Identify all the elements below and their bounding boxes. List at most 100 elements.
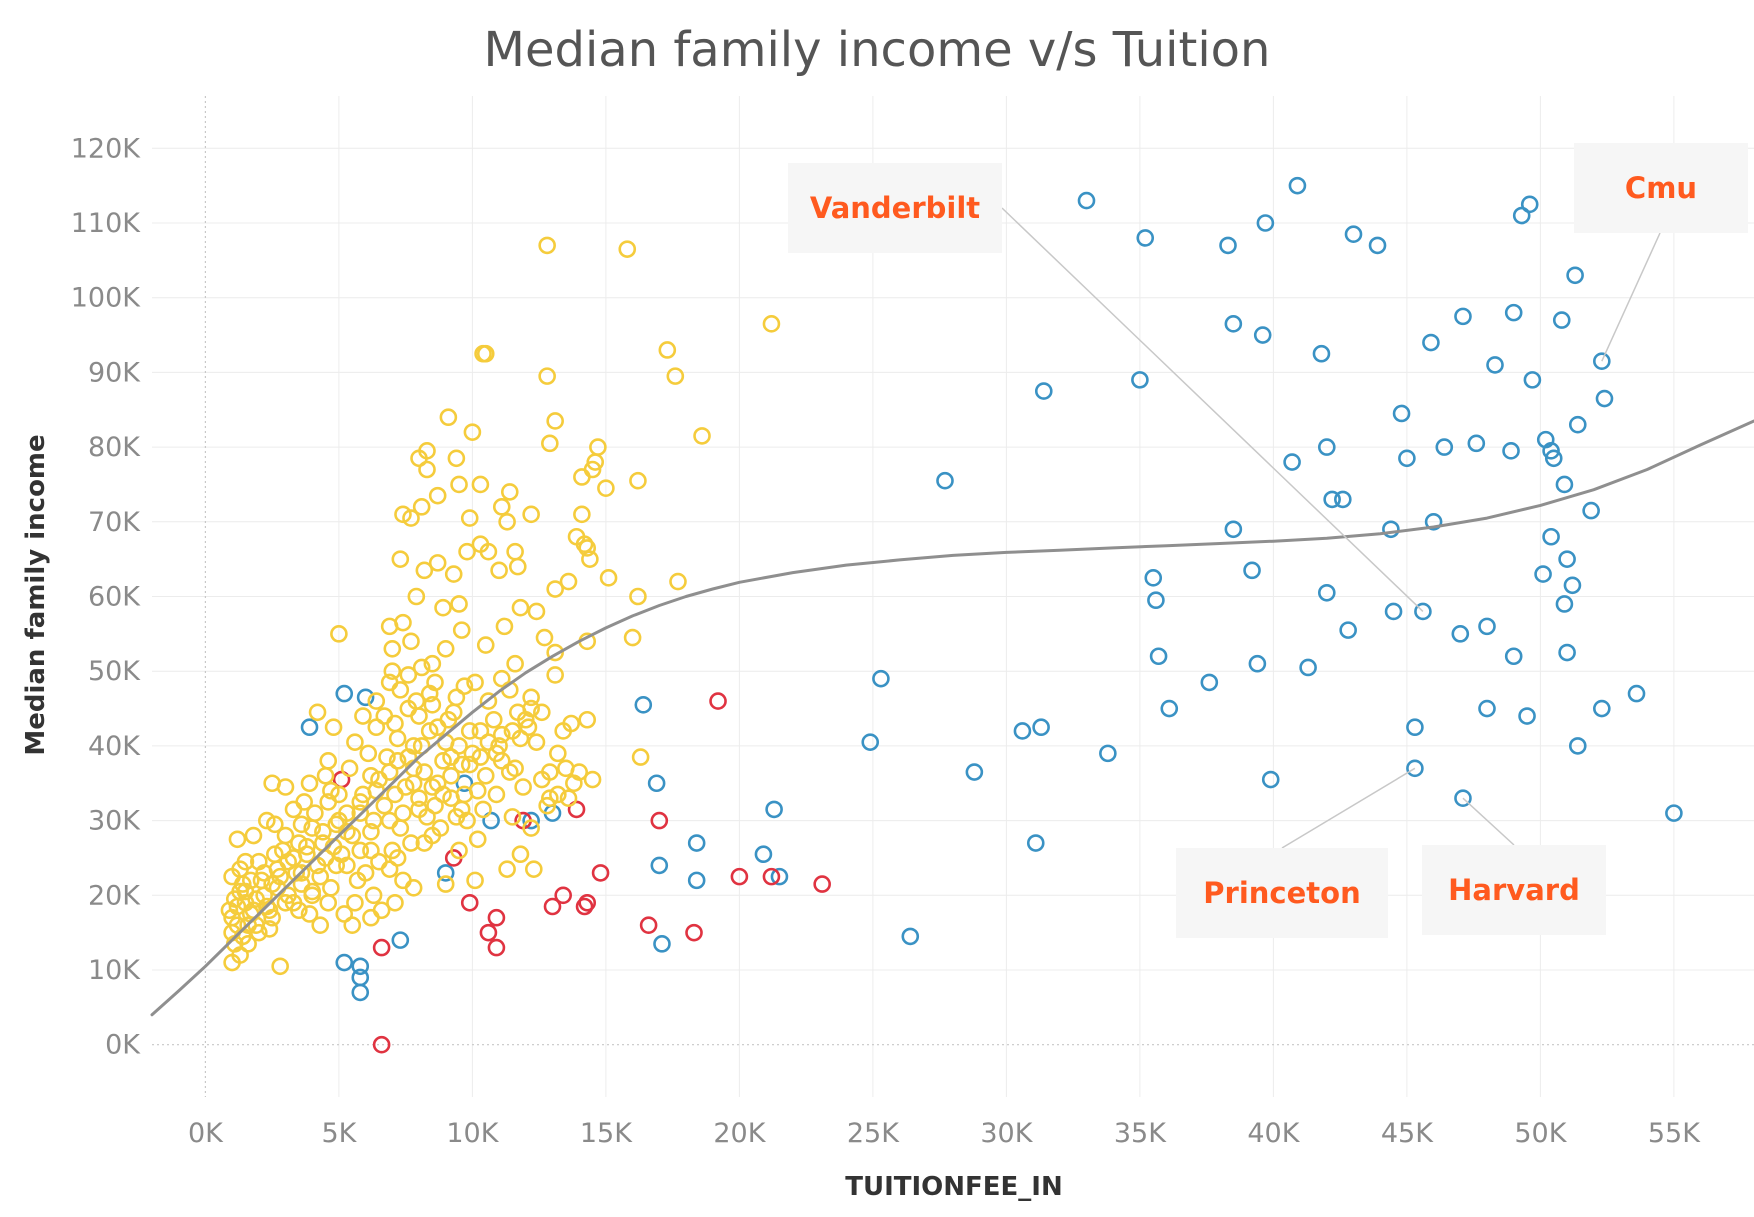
data-point (522, 688, 540, 707)
trend-line (150, 419, 1754, 1017)
data-point (372, 1035, 391, 1054)
data-point (492, 725, 511, 744)
data-point (479, 692, 498, 710)
data-point (1384, 602, 1403, 621)
data-point (247, 890, 265, 908)
annotation-box (1574, 143, 1748, 233)
zero-lines (152, 96, 1754, 1097)
data-point (1478, 617, 1496, 636)
data-point (559, 789, 578, 807)
annotation-connector (1601, 232, 1661, 362)
data-point (402, 509, 420, 527)
data-point (442, 766, 460, 785)
data-point (428, 718, 447, 737)
data-point (388, 729, 407, 748)
data-point (1422, 333, 1440, 352)
data-point (650, 856, 669, 875)
data-point (1147, 591, 1165, 610)
y-tick-label: 20K (88, 880, 141, 911)
data-point (1502, 442, 1520, 460)
data-point (1627, 684, 1646, 703)
data-point (565, 774, 583, 793)
data-point (308, 703, 327, 722)
data-point (514, 778, 532, 796)
data-point (1593, 699, 1611, 718)
data-point (402, 834, 420, 852)
data-point (1568, 415, 1587, 434)
data-point (450, 475, 468, 494)
data-point (343, 916, 362, 934)
y-axis-ticks: 0K 10K 20K 30K 40K 50K 60K 70K 80K 90K 100K 110K 120… (71, 133, 142, 1060)
data-point (1451, 625, 1470, 643)
data-point (492, 752, 511, 770)
data-point (629, 471, 647, 490)
data-point (463, 744, 482, 763)
data-point (266, 815, 284, 834)
data-point (1504, 647, 1523, 666)
data-point (1334, 490, 1352, 509)
data-point (484, 710, 503, 729)
data-point (1368, 236, 1387, 255)
data-point (316, 766, 335, 785)
data-point (1144, 569, 1163, 587)
x-tick-label: 45K (1381, 1118, 1434, 1149)
data-point (386, 714, 404, 733)
data-point (1406, 759, 1424, 778)
data-point (522, 819, 540, 837)
y-tick-label: 0K (105, 1030, 141, 1061)
data-point (386, 785, 404, 804)
y-tick-label: 110K (71, 208, 142, 239)
data-point (492, 498, 511, 516)
data-point (1504, 303, 1523, 322)
data-point (1568, 737, 1587, 755)
annotation-label: Harvard (1448, 873, 1580, 907)
x-tick-label: 50K (1514, 1118, 1567, 1149)
data-point (410, 707, 428, 725)
data-point (1558, 643, 1576, 662)
data-point (394, 871, 412, 890)
data-point (436, 639, 455, 658)
trend (150, 419, 1754, 1017)
data-point (428, 554, 447, 572)
data-point (412, 498, 431, 516)
data-point (1665, 804, 1683, 822)
data-point (1544, 449, 1563, 468)
data-point (479, 542, 498, 561)
data-point (394, 505, 412, 524)
data-point (1200, 673, 1219, 692)
data-point (351, 793, 370, 811)
data-point (367, 718, 386, 737)
data-point (573, 468, 591, 486)
data-point (495, 617, 514, 636)
data-point (1595, 389, 1614, 408)
data-point (1339, 621, 1357, 639)
data-point (367, 692, 386, 710)
data-point (1149, 647, 1168, 666)
data-point (1032, 718, 1050, 737)
data-point (1558, 550, 1576, 568)
data-point (380, 860, 399, 878)
data-point (228, 830, 247, 849)
x-axis-ticks: 0K 5K 10K 15K 20K 25K 30K 35K 40K 45K 50K 55K (188, 1118, 1701, 1149)
data-point (525, 860, 543, 878)
data-point (351, 968, 370, 987)
data-point (490, 561, 508, 580)
data-point (447, 449, 466, 468)
data-point (276, 826, 295, 845)
data-point (319, 752, 338, 770)
data-point (541, 763, 559, 781)
data-point (476, 636, 495, 654)
data-point (541, 434, 559, 453)
data-point (407, 587, 426, 606)
data-point (324, 718, 343, 737)
data-point (1392, 404, 1411, 423)
data-point (386, 893, 404, 912)
data-point (754, 845, 773, 864)
data-point (687, 834, 706, 852)
x-tick-label: 20K (713, 1118, 766, 1149)
data-point (629, 587, 647, 606)
data-point (292, 864, 311, 882)
data-point (402, 632, 420, 651)
data-point (687, 871, 706, 890)
data-point (474, 800, 492, 819)
